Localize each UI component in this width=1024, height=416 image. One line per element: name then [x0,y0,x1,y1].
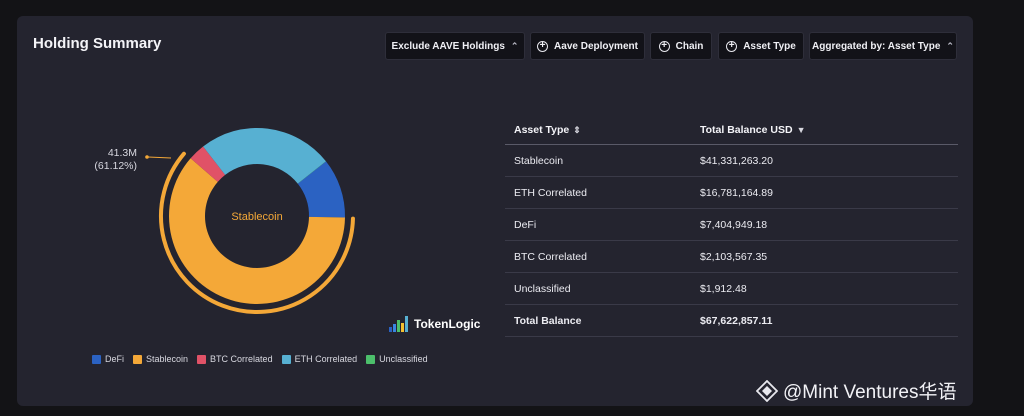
card-title: Holding Summary [33,35,162,52]
legend-label: BTC Correlated [210,354,273,364]
header-label: Asset Type [514,124,570,136]
asset-type-cell: BTC Correlated [505,240,691,273]
asset-type-cell: DeFi [505,208,691,241]
legend-label: Stablecoin [146,354,189,364]
table-row: Stablecoin $41,331,263.20 [505,144,958,177]
total-value-cell: $67,622,857.11 [691,304,958,337]
donut-slices [169,128,345,304]
header-label: Total Balance USD [700,124,793,136]
total-row: Total Balance $67,622,857.11 [505,304,958,337]
callout-value: 41.3M [107,147,137,159]
plus-circle-icon: + [658,40,670,52]
aave-deployment-label: Aave Deployment [554,40,638,52]
balance-cell: $2,103,567.35 [691,240,958,273]
updown-chevron-icon: ⌃ [946,40,954,51]
total-balance-column-header[interactable]: Total Balance USD ▼ [691,116,958,145]
aave-deployment-filter-button[interactable]: + Aave Deployment [530,32,645,60]
chain-label: Chain [675,40,704,52]
callout-line [147,156,172,159]
sort-updown-icon: ⇕ [573,125,581,135]
callout-dot [145,155,149,159]
tokenlogic-bars-icon [389,316,408,332]
diamond-logo-icon [756,379,778,402]
slice-callout: 41.3M (61.12%) [77,147,137,173]
chart-legend: DeFi Stablecoin BTC Correlated ETH Corre… [92,354,428,364]
exclude-select-label: Exclude AAVE Holdings [391,40,505,52]
legend-swatch [281,354,291,364]
watermark-text: @Mint Ventures华语 [783,382,957,403]
legend-item-stablecoin[interactable]: Stablecoin [133,354,188,364]
balance-cell: $41,331,263.20 [691,144,958,177]
logo-text: TokenLogic [414,317,481,331]
slice-stablecoin[interactable] [169,158,345,304]
legend-swatch [197,354,207,364]
asset-type-label: Asset Type [743,40,796,52]
aggregated-by-label: Aggregated by: Asset Type [812,40,941,52]
total-label-cell: Total Balance [505,304,691,337]
legend-item-btc-correlated[interactable]: BTC Correlated [197,354,273,364]
table-row: DeFi $7,404,949.18 [505,208,958,241]
asset-type-filter-button[interactable]: + Asset Type [718,32,804,60]
slice-unclassified[interactable] [297,161,327,184]
plus-circle-icon: + [726,40,738,52]
slice-defi[interactable] [297,161,345,218]
asset-type-cell: Unclassified [505,272,691,305]
slice-eth-correlated[interactable] [203,128,326,184]
asset-type-column-header[interactable]: Asset Type ⇕ [505,116,691,145]
updown-chevron-icon: ⌃ [510,40,519,51]
legend-item-defi[interactable]: DeFi [92,354,124,364]
table-row: Unclassified $1,912.48 [505,272,958,305]
legend-item-eth-correlated[interactable]: ETH Correlated [281,354,358,364]
asset-type-cell: Stablecoin [505,144,691,177]
donut-chart: Stablecoin [145,128,355,314]
table-row: ETH Correlated $16,781,164.89 [505,176,958,209]
holdings-table: Asset Type ⇕ Total Balance USD ▼ Stablecoi… [505,116,958,337]
watermark: @Mint Ventures华语 [756,377,956,404]
legend-item-unclassified[interactable]: Unclassified [366,354,428,364]
plus-circle-icon: + [537,40,549,52]
balance-cell: $7,404,949.18 [691,208,958,241]
holding-summary-card: Holding Summary Exclude AAVE Holdings ⌃ … [17,16,973,406]
asset-type-cell: ETH Correlated [505,176,691,209]
chain-filter-button[interactable]: + Chain [650,32,712,60]
legend-swatch [92,354,101,364]
table-row: BTC Correlated $2,103,567.35 [505,240,958,273]
tokenlogic-logo: TokenLogic [389,316,480,332]
balance-cell: $16,781,164.89 [691,176,958,209]
legend-label: DeFi [105,354,125,364]
callout-percent: (61.12%) [94,160,137,172]
aggregated-by-select[interactable]: Aggregated by: Asset Type ⌃ [809,32,957,60]
legend-label: Unclassified [379,354,428,364]
legend-swatch [366,354,376,364]
donut-center-label: Stablecoin [231,211,282,223]
sort-desc-icon: ▼ [796,125,806,135]
legend-label: ETH Correlated [294,354,358,364]
exclude-aave-holdings-select[interactable]: Exclude AAVE Holdings ⌃ [385,32,525,60]
legend-swatch [133,354,143,364]
balance-cell: $1,912.48 [691,272,958,305]
highlight-arc-stablecoin [159,151,355,314]
slice-btc-correlated[interactable] [190,146,226,182]
